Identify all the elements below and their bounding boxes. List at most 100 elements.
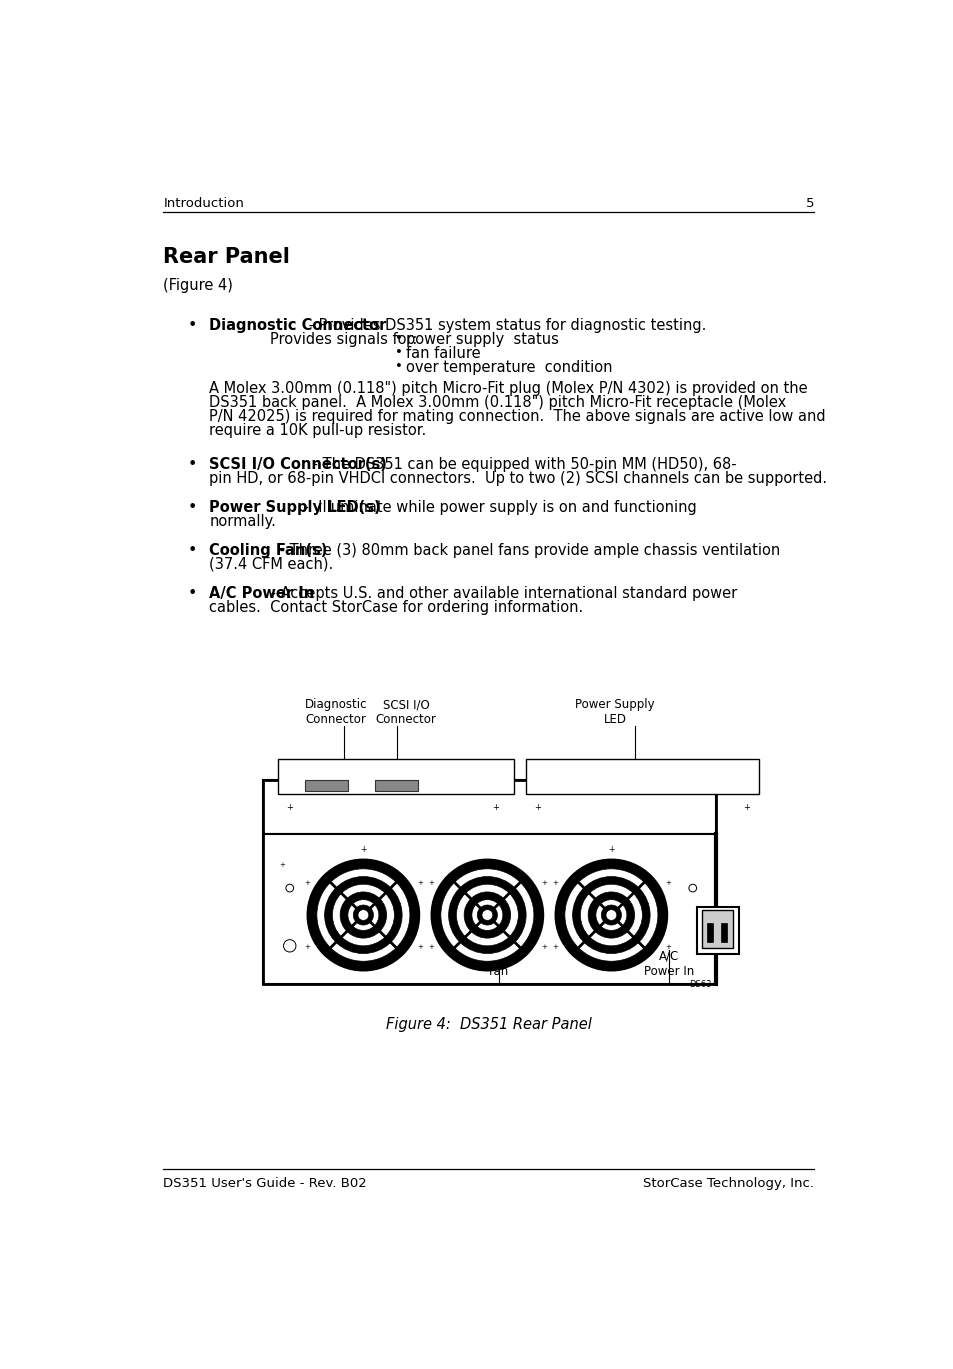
Circle shape [316, 869, 410, 961]
Text: •: • [187, 457, 196, 472]
Text: Rear Panel: Rear Panel [163, 248, 290, 267]
Text: DS351 back panel.  A Molex 3.00mm (0.118") pitch Micro-Fit receptacle (Molex: DS351 back panel. A Molex 3.00mm (0.118"… [209, 396, 785, 411]
Text: +: + [416, 880, 422, 886]
Circle shape [579, 884, 641, 946]
Circle shape [605, 909, 617, 920]
Text: 5: 5 [805, 197, 814, 209]
Circle shape [587, 893, 634, 938]
Text: Power Supply
LED: Power Supply LED [575, 698, 655, 727]
Text: power supply  status: power supply status [406, 333, 558, 348]
Text: +: + [664, 880, 670, 886]
Bar [720, 923, 726, 942]
Text: (Figure 4): (Figure 4) [163, 278, 233, 293]
Circle shape [324, 876, 402, 954]
Circle shape [564, 869, 658, 961]
Text: +: + [279, 862, 285, 868]
Circle shape [448, 876, 525, 954]
Text: +: + [304, 880, 310, 886]
Bar [696, 908, 739, 954]
Text: +: + [428, 880, 434, 886]
Bar [278, 760, 514, 794]
Circle shape [353, 905, 373, 925]
Text: A/C
Power In: A/C Power In [643, 950, 694, 977]
Bar [701, 909, 732, 949]
Text: Introduction: Introduction [163, 197, 244, 209]
Text: - Three (3) 80mm back panel fans provide ample chassis ventilation: - Three (3) 80mm back panel fans provide… [275, 543, 780, 559]
Text: +: + [664, 945, 670, 950]
Text: •: • [395, 346, 402, 359]
Circle shape [555, 860, 666, 971]
Circle shape [340, 893, 386, 938]
Text: •: • [187, 586, 196, 601]
Text: +: + [304, 945, 310, 950]
Text: - The DS351 can be equipped with 50-pin MM (HD50), 68-: - The DS351 can be equipped with 50-pin … [308, 457, 737, 472]
Text: •: • [187, 543, 196, 559]
Bar [375, 779, 417, 791]
Text: Power Supply LED(s): Power Supply LED(s) [209, 500, 380, 515]
Text: A/C Power In: A/C Power In [209, 586, 314, 601]
Text: A Molex 3.00mm (0.118") pitch Micro-Fit plug (Molex P/N 4302) is provided on the: A Molex 3.00mm (0.118") pitch Micro-Fit … [209, 382, 807, 397]
Circle shape [572, 876, 649, 954]
Text: over temperature  condition: over temperature condition [406, 360, 612, 375]
Circle shape [688, 884, 696, 893]
Text: Provides signals for:: Provides signals for: [270, 333, 417, 348]
Text: DS351 User's Guide - Rev. B02: DS351 User's Guide - Rev. B02 [163, 1177, 367, 1190]
Text: StorCase Technology, Inc.: StorCase Technology, Inc. [642, 1177, 814, 1190]
Text: +: + [540, 945, 546, 950]
Circle shape [286, 884, 294, 893]
Text: +: + [608, 845, 614, 854]
Text: Cooling Fan(s): Cooling Fan(s) [209, 543, 327, 559]
Text: +: + [428, 945, 434, 950]
Text: Diagnostic
Connector: Diagnostic Connector [305, 698, 367, 727]
Circle shape [357, 909, 369, 920]
Text: cables.  Contact StorCase for ordering information.: cables. Contact StorCase for ordering in… [209, 600, 583, 615]
Text: •: • [187, 500, 196, 515]
Circle shape [440, 869, 534, 961]
Text: Cooling
Fan: Cooling Fan [476, 950, 520, 977]
Text: (37.4 CFM each).: (37.4 CFM each). [209, 557, 333, 572]
Text: +: + [540, 880, 546, 886]
Text: SCSI I/O Connector(s): SCSI I/O Connector(s) [209, 457, 387, 472]
Circle shape [472, 899, 502, 931]
Circle shape [307, 860, 418, 971]
Circle shape [600, 905, 620, 925]
Circle shape [332, 884, 394, 946]
Text: DS63: DS63 [689, 980, 711, 990]
Text: fan failure: fan failure [406, 346, 480, 361]
Text: +: + [742, 802, 750, 812]
Bar [262, 834, 716, 984]
Text: •: • [395, 333, 402, 345]
Circle shape [283, 939, 295, 951]
Text: •: • [187, 318, 196, 333]
Text: +: + [534, 802, 540, 812]
Text: - Accepts U.S. and other available international standard power: - Accepts U.S. and other available inter… [266, 586, 737, 601]
Text: normally.: normally. [209, 513, 275, 528]
Text: +: + [416, 945, 422, 950]
Circle shape [476, 905, 497, 925]
Circle shape [456, 884, 517, 946]
Text: pin HD, or 68-pin VHDCI connectors.  Up to two (2) SCSI channels can be supporte: pin HD, or 68-pin VHDCI connectors. Up t… [209, 471, 826, 486]
Circle shape [348, 899, 378, 931]
Text: +: + [491, 802, 498, 812]
Bar [262, 780, 716, 834]
Bar [525, 760, 758, 794]
Text: P/N 42025) is required for mating connection.  The above signals are active low : P/N 42025) is required for mating connec… [209, 409, 825, 424]
Circle shape [431, 860, 542, 971]
Text: +: + [286, 802, 293, 812]
Text: +: + [552, 880, 558, 886]
Text: -  Illuminate while power supply is on and functioning: - Illuminate while power supply is on an… [298, 500, 696, 515]
Circle shape [464, 893, 510, 938]
Text: +: + [552, 945, 558, 950]
Text: •: • [395, 360, 402, 372]
Text: +: + [360, 845, 366, 854]
Bar [706, 923, 712, 942]
Circle shape [481, 909, 493, 920]
Bar [305, 779, 348, 791]
Text: - Provides DS351 system status for diagnostic testing.: - Provides DS351 system status for diagn… [303, 318, 705, 333]
Text: Figure 4:  DS351 Rear Panel: Figure 4: DS351 Rear Panel [386, 1017, 591, 1032]
Text: SCSI I/O
Connector: SCSI I/O Connector [375, 698, 436, 727]
Text: require a 10K pull-up resistor.: require a 10K pull-up resistor. [209, 423, 426, 438]
Bar [262, 780, 716, 984]
Text: Diagnostic Connector: Diagnostic Connector [209, 318, 386, 333]
Circle shape [596, 899, 626, 931]
